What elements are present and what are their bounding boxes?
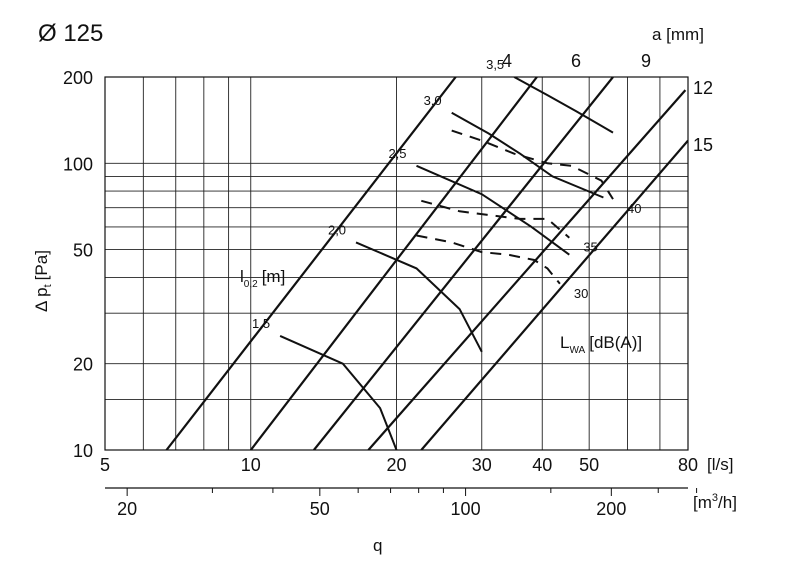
throw-label-sub: 0,2: [244, 279, 258, 290]
a-line-9: [313, 77, 614, 450]
a-line-label: 6: [571, 51, 581, 71]
a-line-label: 12: [693, 78, 713, 98]
y-tick-label: 200: [63, 68, 93, 88]
sound-curve-label: 40: [627, 201, 641, 216]
x-axis-unit: [l/s]: [707, 455, 733, 474]
sound-curve-40: [451, 129, 614, 200]
throw-label: l0,2 [m]: [240, 267, 285, 290]
throw-label-unit: [m]: [262, 267, 286, 286]
throw-curve-label: 1,5: [252, 316, 270, 331]
secondary-x-tick-label: 200: [596, 499, 626, 519]
y-tick-label: 100: [63, 154, 93, 174]
throw-curve-label: 3,5: [486, 57, 504, 72]
grid: [104, 76, 689, 451]
secondary-x-axis: 20 50 100 200: [105, 487, 698, 519]
x-axis-ticks: 5 10 20 30 40 50 80: [100, 455, 698, 475]
y-tick-label: 50: [73, 241, 93, 261]
y-axis-label-unit: [Pa]: [32, 250, 51, 280]
svg-text:Δ pt[Pa]: Δ pt [Pa]: [32, 250, 54, 312]
secondary-x-axis-unit-suffix: /h]: [718, 493, 737, 512]
x-tick-label: 30: [472, 455, 492, 475]
a-line-12: [367, 89, 687, 450]
x-tick-label: 40: [532, 455, 552, 475]
a-line-4: [165, 77, 457, 450]
throw-curve-2,0: [355, 241, 483, 353]
a-line-label: 15: [693, 135, 713, 155]
a-line-label: 9: [641, 51, 651, 71]
x-tick-label: 80: [678, 455, 698, 475]
x-tick-label: 5: [100, 455, 110, 475]
sound-level-label-main: L: [560, 333, 569, 352]
chart-series-labels: 4 6 9 12 15 1,5 2,0 2,5 3,0 3,5 30 35 40: [252, 51, 713, 331]
y-tick-label: 20: [73, 355, 93, 375]
secondary-x-axis-unit-sup: 3: [712, 492, 718, 504]
throw-curve-1,5: [279, 334, 398, 450]
y-axis-ticks: 10 20 50 100 200: [63, 68, 93, 461]
x-tick-label: 20: [386, 455, 406, 475]
secondary-x-tick-label: 20: [117, 499, 137, 519]
throw-curve-label: 2,5: [388, 146, 406, 161]
y-axis-label: Δ pt [Pa]: [32, 250, 54, 312]
throw-curve-label: 2,0: [328, 222, 346, 237]
throw-curve-3,5: [513, 77, 614, 134]
sound-curve-35: [421, 199, 570, 239]
secondary-x-tick-label: 100: [451, 499, 481, 519]
y-axis-label-sub: t: [42, 284, 54, 287]
secondary-x-axis-unit: [m3/h]: [693, 492, 737, 512]
x-axis-label: q: [373, 536, 382, 555]
x-tick-label: 10: [241, 455, 261, 475]
sound-curve-30: [416, 234, 561, 285]
chart-title: Ø 125: [38, 20, 103, 47]
a-line-15: [420, 139, 688, 450]
secondary-x-tick-label: 50: [310, 499, 330, 519]
sound-level-label-unit: [dB(A)]: [589, 333, 642, 352]
a-mm-label: a [mm]: [652, 25, 704, 44]
y-axis-label-main: Δ p: [32, 287, 51, 312]
secondary-x-axis-unit-prefix: [m: [693, 493, 712, 512]
sound-level-label-sub: WA: [569, 345, 585, 356]
chart-series: [165, 77, 688, 450]
throw-curve-label: 3,0: [424, 93, 442, 108]
a-line-6: [249, 77, 538, 450]
sound-curve-label: 30: [574, 286, 588, 301]
x-tick-label: 50: [579, 455, 599, 475]
throw-curve-3,0: [451, 111, 604, 199]
sound-curve-label: 35: [583, 240, 597, 255]
sound-level-label: LWA [dB(A)]: [560, 333, 642, 356]
throw-curve-2,5: [416, 164, 570, 256]
y-tick-label: 10: [73, 441, 93, 461]
throw-label-main: l: [240, 267, 244, 286]
a-line-label: 4: [502, 51, 512, 71]
